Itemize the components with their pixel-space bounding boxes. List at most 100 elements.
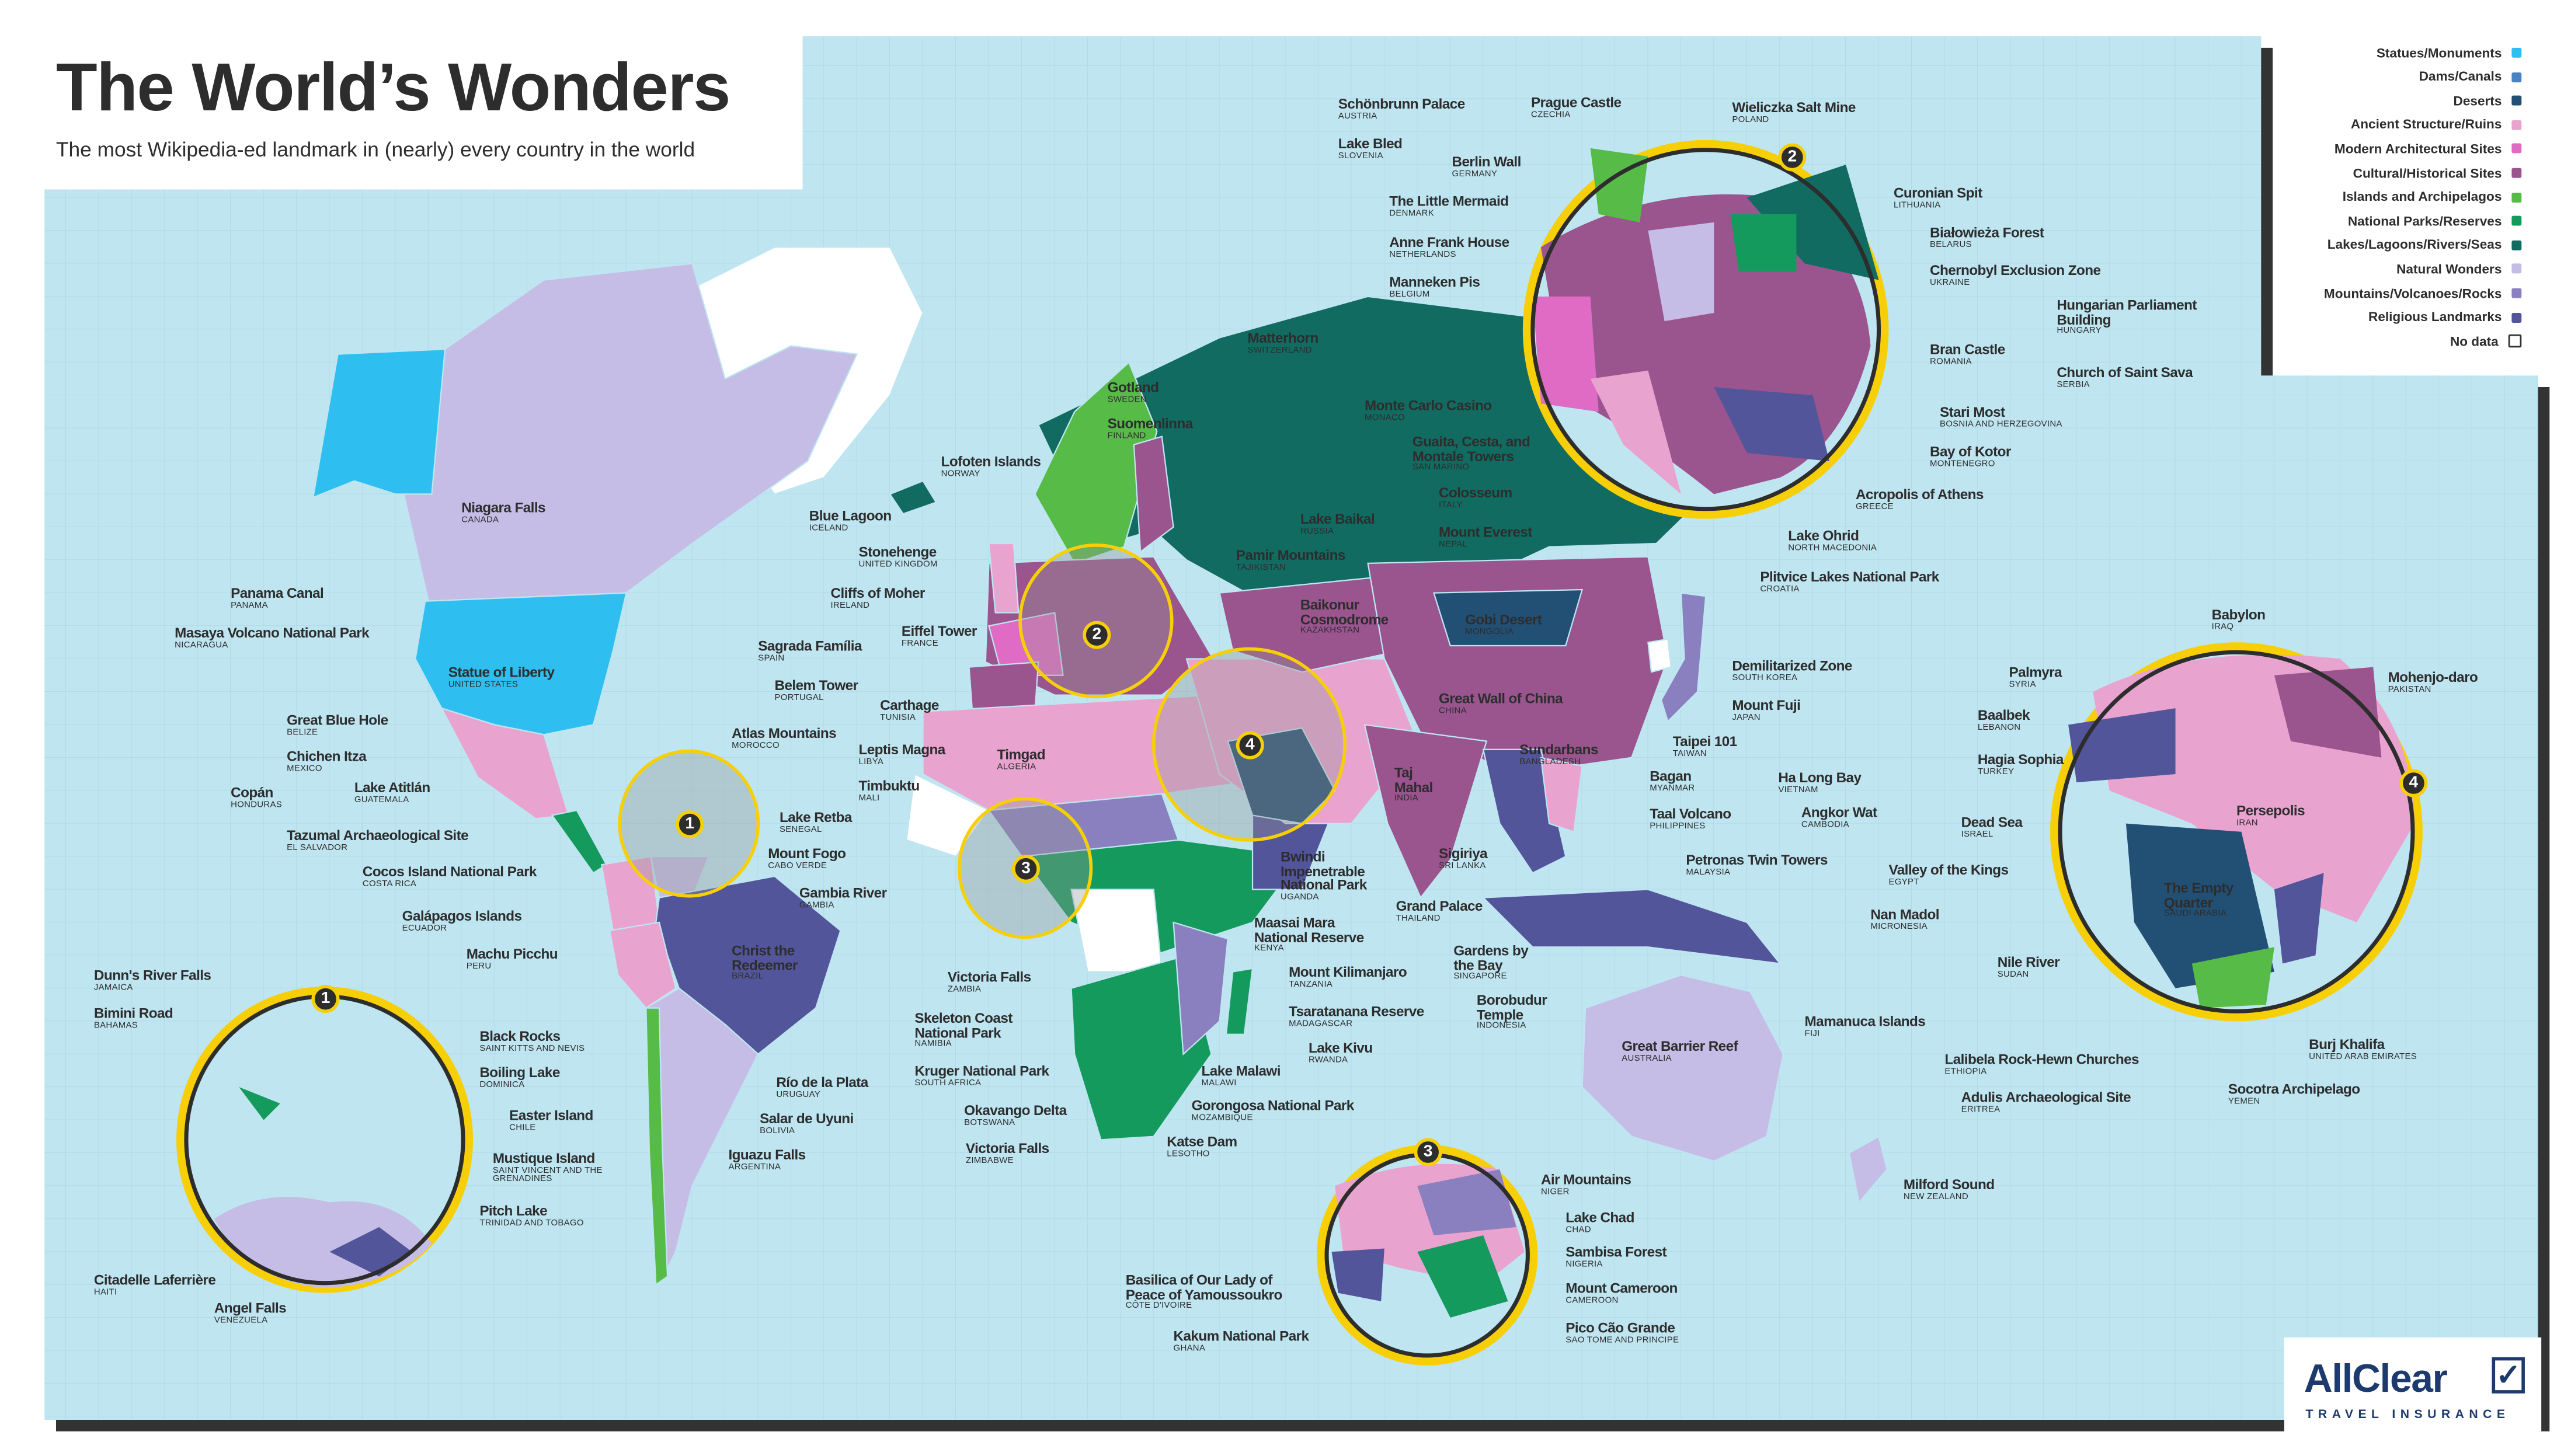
landmark-label: Cliffs of Moher IRELAND — [830, 584, 925, 611]
zoom-circles — [176, 140, 2423, 1366]
landmark-country: FRANCE — [901, 638, 939, 649]
landmark-country: ERITREA — [1961, 1104, 2001, 1114]
landmark-name: Angkor Wat — [1801, 803, 1877, 821]
landmark-country: ROMANIA — [1930, 357, 1972, 367]
landmark-country: JAPAN — [1732, 712, 1761, 723]
landmark-label: Babylon IRAQ — [2212, 608, 2266, 632]
landmark-name: Mohenjo-daro — [2388, 668, 2478, 685]
landmark-country: COSTA RICA — [362, 879, 417, 889]
landmark-name: Manneken Pis — [1389, 273, 1480, 290]
landmark-name: Nile River — [1997, 953, 2060, 970]
landmark-label: Niagara Falls CANADA — [461, 500, 545, 525]
legend-item: Religious Landmarks — [2368, 307, 2522, 327]
landmark-name: Lake Kivu — [1308, 1039, 1373, 1056]
landmark-name: Bay of Kotor — [1930, 443, 2011, 460]
landmark-country: HUNGARY — [2057, 326, 2102, 337]
chile — [645, 1007, 669, 1286]
landmark-country: UGANDA — [1281, 892, 1319, 903]
landmark-country: FINLAND — [1107, 431, 1146, 441]
landmark-country: DENMARK — [1389, 208, 1435, 219]
landmark-name: The Little Mermaid — [1389, 193, 1509, 210]
landmark-country: NETHERLANDS — [1389, 249, 1456, 260]
legend-label: No data — [2450, 333, 2499, 349]
landmark-name: Sundarbans — [1519, 741, 1598, 758]
landmark-name: Easter Island — [509, 1106, 593, 1124]
landmark-country: GERMANY — [1452, 169, 1498, 179]
landmark-country: SERBIA — [2057, 379, 2090, 390]
landmark-label: Wieliczka Salt Mine POLAND — [1732, 100, 1856, 125]
landmark-name: Lalibela Rock-Hewn Churches — [1944, 1050, 2139, 1068]
landmark-name: Bwindi Impenetrable National Park — [1281, 848, 1367, 893]
landmark-name: Guaita, Cesta, and Montale Towers — [1412, 433, 1530, 464]
landmark-country: ICELAND — [809, 523, 848, 533]
landmark-name: Cliffs of Moher — [830, 584, 925, 601]
kazakhstan — [1219, 576, 1402, 673]
landmark-country: NORWAY — [941, 468, 980, 479]
landmark-label: Lake Bled SLOVENIA — [1338, 137, 1403, 161]
landmark-country: MONGOLIA — [1465, 626, 1514, 637]
landmark-country: SINGAPORE — [1453, 972, 1507, 983]
legend-item: Cultural/Historical Sites — [2353, 163, 2522, 183]
landmark-country: INDONESIA — [1476, 1021, 1526, 1032]
landmark-label: Hungarian Parliament Building HUNGARY — [2057, 298, 2205, 337]
zoom-badge-1: 1 — [311, 985, 340, 1013]
landmark-country: NAMIBIA — [914, 1039, 952, 1050]
landmark-label: Milford Sound NEW ZEALAND — [1904, 1178, 1995, 1202]
landmark-country: SENEGAL — [779, 824, 822, 835]
france — [988, 612, 1064, 676]
legend-swatch — [2511, 191, 2522, 202]
landmark-country: ECUADOR — [402, 923, 447, 933]
landmark-label: Easter Island CHILE — [509, 1106, 593, 1133]
landmark-name: Sigiriya — [1438, 845, 1488, 862]
landmark-name: Lake Atitlán — [354, 779, 430, 796]
zoom-area-badge-3: 3 — [1011, 855, 1040, 883]
legend-label: Mountains/Volcanoes/Rocks — [2323, 285, 2502, 301]
landmark-name: Mount Fuji — [1732, 696, 1801, 713]
landmark-country: MEXICO — [287, 763, 322, 774]
page-subtitle: The most Wikipedia-ed landmark in (nearl… — [55, 138, 695, 162]
landmark-label: Tazumal Archaeological Site EL SALVADOR — [287, 828, 469, 853]
landmark-label: Sigiriya SRI LANKA — [1438, 845, 1488, 871]
mongolia — [1432, 588, 1584, 647]
zoom-circle-2 — [1522, 140, 1889, 519]
landmark-label: Air Mountains NIGER — [1540, 1172, 1631, 1197]
landmark-country: TANZANIA — [1289, 979, 1333, 990]
landmark-label: Suomenlinna FINLAND — [1107, 416, 1194, 441]
indochina — [1540, 757, 1583, 833]
landmark-name: Mount Kilimanjaro — [1289, 963, 1407, 980]
landmark-name: Pico Cão Grande — [1565, 1319, 1675, 1336]
landmark-label: Acropolis of Athens GREECE — [1856, 487, 1984, 512]
landmark-label: Kakum National Park GHANA — [1174, 1329, 1309, 1354]
legend-swatch — [2511, 288, 2522, 298]
landmark-label: Taipei 101 TAIWAN — [1673, 734, 1737, 759]
landmark-country: SYRIA — [2009, 680, 2036, 689]
landmark-label: Angkor Wat CAMBODIA — [1801, 803, 1877, 830]
peru — [608, 921, 677, 1009]
landmark-country: MADAGASCAR — [1289, 1019, 1353, 1029]
landmark-name: Black Rocks — [479, 1027, 561, 1044]
landmark-country: CANADA — [461, 514, 499, 525]
zoom-badge-3: 3 — [1414, 1138, 1442, 1166]
landmark-country: KENYA — [1254, 944, 1284, 955]
landmark-label: Victoria Falls ZAMBIA — [948, 970, 1031, 995]
zoom-badge-4: 4 — [2399, 769, 2428, 797]
landmark-country: SRI LANKA — [1438, 861, 1486, 871]
landmark-country: NIGER — [1540, 1187, 1570, 1197]
landmark-country: PHILIPPINES — [1650, 821, 1706, 831]
landmark-name: Kruger National Park — [914, 1062, 1049, 1079]
zoom-circle-3 — [1317, 1144, 1538, 1366]
landmark-label: Río de la Plata URUGUAY — [776, 1075, 868, 1100]
landmark-country: YEMEN — [2228, 1096, 2260, 1106]
landmark-name: Babylon — [2211, 606, 2266, 623]
japan — [1660, 592, 1707, 723]
landmark-label: Statue of Liberty UNITED STATES — [448, 666, 555, 690]
landmark-label: Carthage TUNISIA — [880, 698, 939, 723]
landmark-country: IRELAND — [830, 600, 870, 611]
landmark-name: Anne Frank House — [1389, 234, 1509, 250]
landmark-country: PANAMA — [231, 600, 268, 611]
legend-label: Modern Architectural Sites — [2334, 141, 2502, 156]
landmark-label: Persepolis IRAN — [2236, 803, 2305, 828]
landmark-name: Victoria Falls — [947, 968, 1031, 985]
landmark-country: PORTUGAL — [774, 692, 824, 703]
landmark-name: Demilitarized Zone — [1732, 657, 1852, 674]
